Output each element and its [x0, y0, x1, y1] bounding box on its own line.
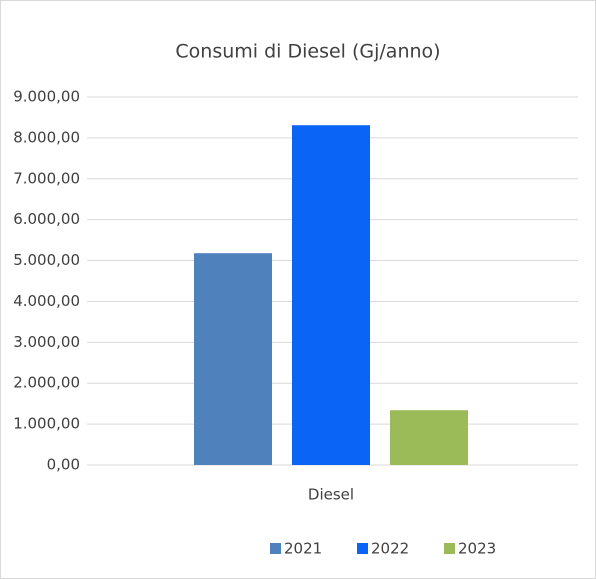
- y-tick-label: 1.000,00: [13, 415, 80, 433]
- y-tick-label: 2.000,00: [13, 374, 80, 392]
- bar: [292, 125, 370, 466]
- bar: [390, 410, 468, 465]
- x-tick-label: Diesel: [308, 486, 354, 504]
- y-tick-label: 3.000,00: [13, 333, 80, 351]
- chart-title: Consumi di Diesel (Gj/anno): [175, 41, 440, 63]
- y-tick-label: 8.000,00: [13, 128, 80, 146]
- y-tick-label: 5.000,00: [13, 251, 80, 269]
- y-tick-label: 7.000,00: [13, 169, 80, 187]
- y-tick-label: 9.000,00: [13, 88, 80, 106]
- legend-swatch: [270, 543, 281, 554]
- legend-label: 2023: [458, 540, 496, 558]
- legend-label: 2021: [284, 540, 322, 558]
- y-tick-label: 6.000,00: [13, 210, 80, 228]
- legend-swatch: [444, 543, 455, 554]
- y-tick-label: 0,00: [47, 456, 80, 474]
- legend-label: 2022: [371, 540, 409, 558]
- legend-swatch: [357, 543, 368, 554]
- y-tick-label: 4.000,00: [13, 292, 80, 310]
- bar: [194, 253, 272, 465]
